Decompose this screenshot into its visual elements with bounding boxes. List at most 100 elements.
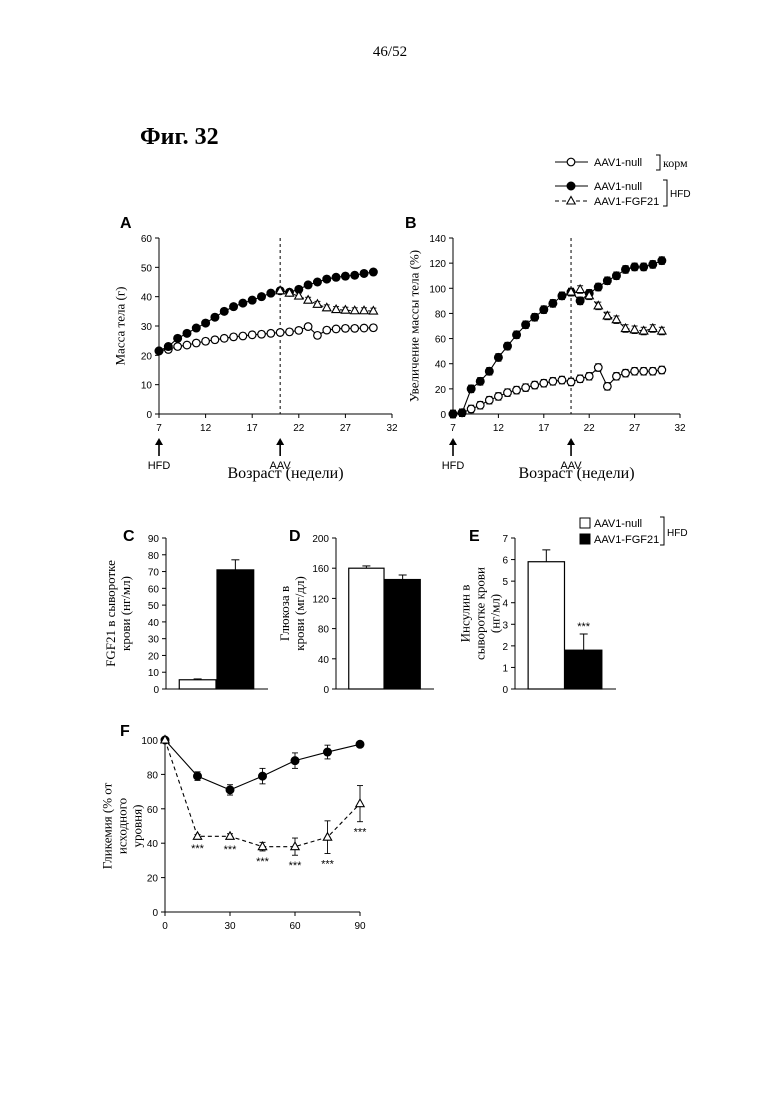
panel-A-y-label: Масса тела (г) xyxy=(113,287,128,366)
panel-A-point xyxy=(220,335,228,343)
panel-D-y-label: Глюкоза в xyxy=(277,586,292,641)
panel-B-x-tick-label: 17 xyxy=(538,423,550,434)
panel-A-series-0-line xyxy=(159,327,373,351)
panel-E-y-tick-label: 4 xyxy=(502,599,508,610)
panel-F-significance: *** xyxy=(224,844,238,856)
panel-B-y-tick-label: 20 xyxy=(435,385,447,396)
panel-E-y-tick-label: 0 xyxy=(502,685,508,696)
panel-A-x-tick-label: 22 xyxy=(293,423,305,434)
panel-F-y-tick-label: 60 xyxy=(147,805,159,816)
panel-B-point xyxy=(522,384,530,392)
panel-F-point xyxy=(226,832,234,840)
panel-F-point xyxy=(259,772,267,780)
panel-F-significance: *** xyxy=(191,843,205,855)
panel-F-x-tick-label: 60 xyxy=(289,921,301,932)
legend-swatch xyxy=(580,518,590,528)
panel-F-x-tick-label: 30 xyxy=(224,921,236,932)
panel-B-point xyxy=(540,306,548,314)
panel-C-y-tick-label: 0 xyxy=(153,685,159,696)
panel-F-y-tick-label: 80 xyxy=(147,770,159,781)
panel-A-point xyxy=(258,330,266,338)
panel-B: B020406080100120140Увеличение массы тела… xyxy=(405,215,686,482)
panel-B-point xyxy=(658,366,666,374)
panel-E-bar-1 xyxy=(566,650,602,689)
panel-B-x-tick-label: 22 xyxy=(584,423,596,434)
panel-B-point xyxy=(476,401,484,409)
panel-A-y-tick-label: 20 xyxy=(141,351,153,362)
panel-B-point xyxy=(604,383,612,391)
panel-A-hfd-arrowhead xyxy=(155,438,163,445)
panel-B-series-2-line xyxy=(571,290,662,331)
panel-F-point xyxy=(258,842,266,850)
panel-F-point xyxy=(193,832,201,840)
panel-B-point xyxy=(649,367,657,375)
panel-F-y-tick-label: 0 xyxy=(152,908,158,919)
figure-canvas: A0102030405060Масса тела (г)71217222732В… xyxy=(0,0,780,1103)
panel-B-letter: B xyxy=(405,215,417,232)
panel-A-point xyxy=(295,327,303,335)
panel-F-y-tick-label: 100 xyxy=(141,736,158,747)
panel-B-point xyxy=(658,257,666,265)
panel-B-series-0-line xyxy=(453,367,662,414)
panel-B-x-tick-label: 12 xyxy=(493,423,505,434)
legend-group-hfd-bars: HFD xyxy=(667,528,688,539)
panel-C-y-label: FGF21 в сыворотке xyxy=(103,560,118,667)
panel-A-point xyxy=(341,272,349,280)
panel-F-y-tick-label: 20 xyxy=(147,874,159,885)
panel-A-point xyxy=(202,337,210,345)
panel-A-point xyxy=(248,296,256,304)
panel-B-point xyxy=(504,389,512,397)
legend-marker xyxy=(567,158,575,166)
panel-F-y-label: исходного xyxy=(115,798,130,854)
panel-F-point xyxy=(324,748,332,756)
panel-E-y-tick-label: 5 xyxy=(502,577,508,588)
panel-B-point xyxy=(531,381,539,389)
panel-B-point xyxy=(585,372,593,380)
panel-A-series-0 xyxy=(155,323,377,355)
panel-B-hfd-arrowhead xyxy=(449,438,457,445)
panel-A-point xyxy=(192,339,200,347)
panel-C-letter: C xyxy=(123,528,135,545)
panel-B-point xyxy=(567,378,575,386)
panel-E-y-tick-label: 7 xyxy=(502,534,508,545)
panel-F-y-label: Гликемия (% от xyxy=(100,782,115,869)
panel-E: E01234567Инсулин всыворотке крови(нг/мл)… xyxy=(458,528,616,696)
legend-group-chow: корм xyxy=(663,156,688,170)
panel-B-point xyxy=(594,283,602,291)
panel-B-series-1-line xyxy=(453,261,662,414)
panel-A-point xyxy=(220,307,228,315)
panel-B-point xyxy=(558,376,566,384)
panel-A-point xyxy=(183,341,191,349)
panel-B-point xyxy=(513,331,521,339)
panel-B-point xyxy=(522,321,530,329)
panel-D-y-tick-label: 80 xyxy=(318,625,330,636)
panel-B-y-tick-label: 80 xyxy=(435,309,447,320)
panel-A-point xyxy=(360,269,368,277)
panel-B-y-tick-label: 60 xyxy=(435,335,447,346)
panel-A-point xyxy=(276,329,284,337)
panel-B-point xyxy=(649,260,657,268)
panel-F-series-1: ****************** xyxy=(161,736,367,873)
legend-marker xyxy=(567,182,575,190)
panel-E-y-tick-label: 2 xyxy=(502,642,508,653)
panel-B-point xyxy=(485,367,493,375)
panel-A-point xyxy=(174,343,182,351)
panel-A-point xyxy=(351,271,359,279)
panel-A-point xyxy=(258,293,266,301)
panel-A-y-tick-label: 40 xyxy=(141,293,153,304)
panel-D-y-tick-label: 160 xyxy=(312,564,329,575)
legend-label: AAV1-FGF21 xyxy=(594,534,659,546)
panel-A-y-tick-label: 60 xyxy=(141,234,153,245)
panel-D-y-tick-label: 120 xyxy=(312,594,329,605)
panel-A-x-tick-label: 17 xyxy=(247,423,259,434)
panel-F-x-tick-label: 90 xyxy=(354,921,366,932)
panel-A-x-tick-label: 27 xyxy=(340,423,352,434)
panel-A-point xyxy=(192,324,200,332)
legend-label: AAV1-null xyxy=(594,157,642,169)
panel-B-point xyxy=(576,375,584,383)
panel-B-point xyxy=(494,353,502,361)
panel-E-y-tick-label: 3 xyxy=(502,620,508,631)
panel-A-point xyxy=(267,289,275,297)
panel-A-point xyxy=(370,324,378,332)
panel-A: A0102030405060Масса тела (г)71217222732В… xyxy=(113,215,398,482)
